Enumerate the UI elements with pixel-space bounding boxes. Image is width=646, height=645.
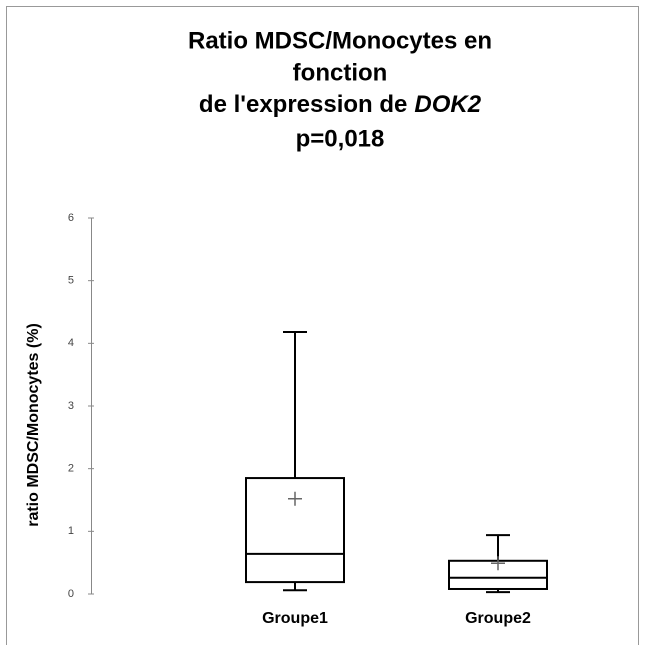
y-tick-label: 0 <box>68 588 74 600</box>
y-tick-label: 1 <box>68 525 74 537</box>
mean-marker <box>288 491 302 506</box>
title-part: de l'expression de <box>199 91 407 118</box>
x-tick-label: Groupe1 <box>262 610 328 627</box>
title-line: fonction <box>293 59 388 86</box>
mean-marker <box>491 556 505 571</box>
y-tick-label: 4 <box>68 337 74 349</box>
title-line: Ratio MDSC/Monocytes en <box>188 27 492 54</box>
title-line: p=0,018 <box>296 125 385 152</box>
title-part-italic: DOK2 <box>414 91 481 118</box>
y-axis-label: ratio MDSC/Monocytes (%) <box>25 323 42 527</box>
y-tick-label: 5 <box>68 275 74 287</box>
y-tick-label: 2 <box>68 463 74 475</box>
chart-frame <box>6 6 639 645</box>
y-tick-label: 6 <box>68 212 74 224</box>
y-tick-label: 3 <box>68 400 74 412</box>
x-tick-label: Groupe2 <box>465 610 531 627</box>
title-line: de l'expression de DOK2 <box>199 91 482 118</box>
box <box>245 477 345 584</box>
